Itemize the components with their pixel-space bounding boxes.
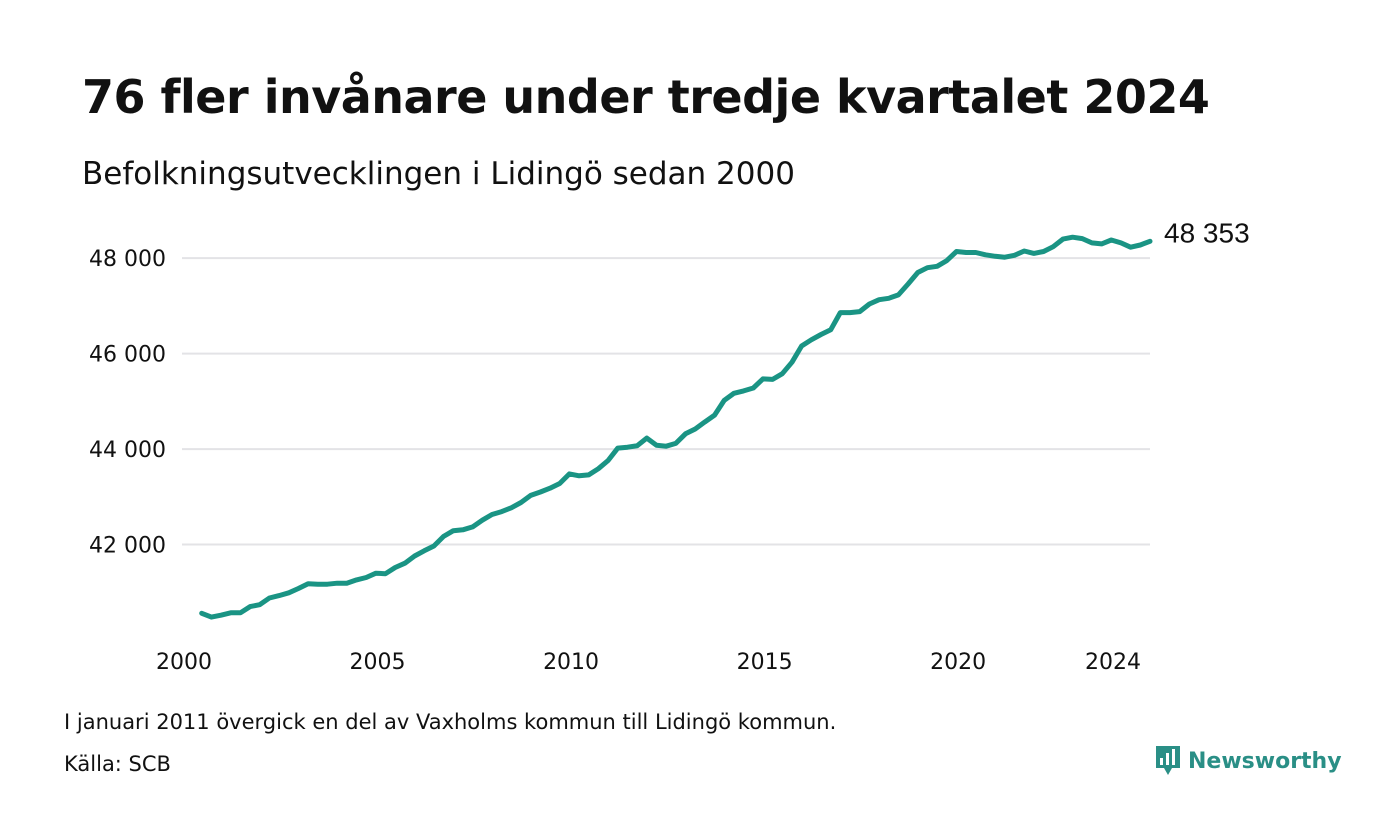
x-axis-tick-labels: 2000 2005 2010 2015 2020 2024 xyxy=(156,650,1141,675)
x-tick-label: 2010 xyxy=(543,650,599,675)
end-value-label: 48 353 xyxy=(1164,217,1250,248)
brand-name: Newsworthy xyxy=(1188,748,1342,774)
newsworthy-logo-icon xyxy=(1156,746,1180,775)
newsworthy-brand[interactable]: Newsworthy xyxy=(1154,744,1342,778)
line-chart: 42 000 44 000 46 000 48 000 2000 2005 2010 201… xyxy=(89,217,1250,675)
y-tick-label: 42 000 xyxy=(89,534,166,559)
x-tick-label: 2024 xyxy=(1085,650,1141,675)
population-series-line xyxy=(199,234,1153,620)
end-labels: 48 353 xyxy=(1164,217,1250,248)
series-lines xyxy=(199,234,1153,620)
x-tick-label: 2000 xyxy=(156,650,212,675)
x-tick-label: 2005 xyxy=(350,650,406,675)
source-note: Källa: SCB xyxy=(64,752,171,776)
y-tick-label: 48 000 xyxy=(89,247,166,272)
y-axis-tick-labels: 42 000 44 000 46 000 48 000 xyxy=(89,247,166,558)
x-tick-label: 2020 xyxy=(930,650,986,675)
gridlines xyxy=(182,257,1150,546)
y-tick-label: 46 000 xyxy=(89,343,166,368)
y-tick-label: 44 000 xyxy=(89,438,166,463)
chart-title: 76 fler invånare under tredje kvartalet … xyxy=(82,70,1210,124)
footnote: I januari 2011 övergick en del av Vaxhol… xyxy=(64,710,837,734)
chart-subtitle: Befolkningsutvecklingen i Lidingö sedan … xyxy=(82,156,795,192)
x-tick-label: 2015 xyxy=(737,650,793,675)
